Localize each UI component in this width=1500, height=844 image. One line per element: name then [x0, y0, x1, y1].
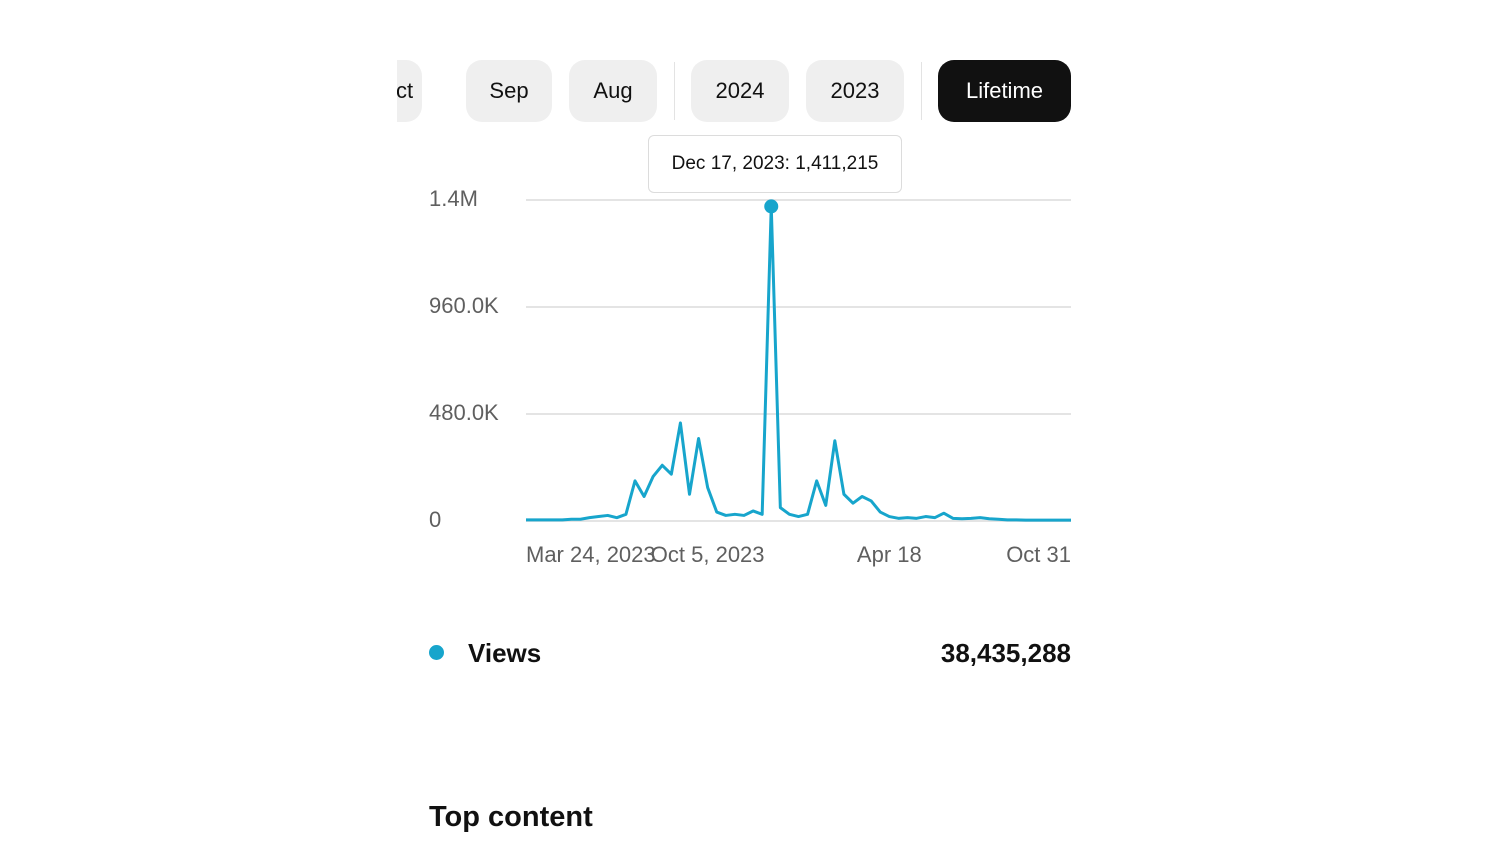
total-value: 38,435,288	[940, 638, 1071, 668]
y-tick-label: 960.0K	[429, 293, 499, 318]
y-tick-label: 1.4M	[429, 186, 478, 211]
tab[interactable]: Aug	[569, 60, 657, 122]
tab[interactable]: 2024	[691, 60, 789, 122]
line	[526, 204, 1071, 522]
section-title: Top content	[429, 801, 593, 833]
tab-bar: Oct Sep Aug 2024 2023 Lifetime	[397, 60, 1097, 122]
tab[interactable]: Sep	[466, 60, 552, 122]
y-tick-label: 480.0K	[429, 400, 499, 425]
y-tick-label: 0	[429, 507, 441, 532]
x-tick-label: Oct 31	[1006, 542, 1071, 567]
x-tick-label: Apr 18	[857, 542, 922, 567]
tab[interactable]: 2023	[806, 60, 904, 122]
divider	[921, 62, 922, 120]
x-tick-label: Mar 24, 2023	[526, 542, 656, 567]
tooltip: Dec 17, 2023: 1,411,215	[648, 135, 902, 193]
x-tick-label: Oct 5, 2023	[651, 542, 765, 567]
legend-label: Views	[468, 638, 542, 668]
highlight-point	[764, 199, 779, 214]
legend-marker	[429, 645, 444, 660]
tab[interactable]: Lifetime	[938, 60, 1071, 122]
tab[interactable]: Oct	[397, 60, 422, 122]
divider	[674, 62, 675, 120]
